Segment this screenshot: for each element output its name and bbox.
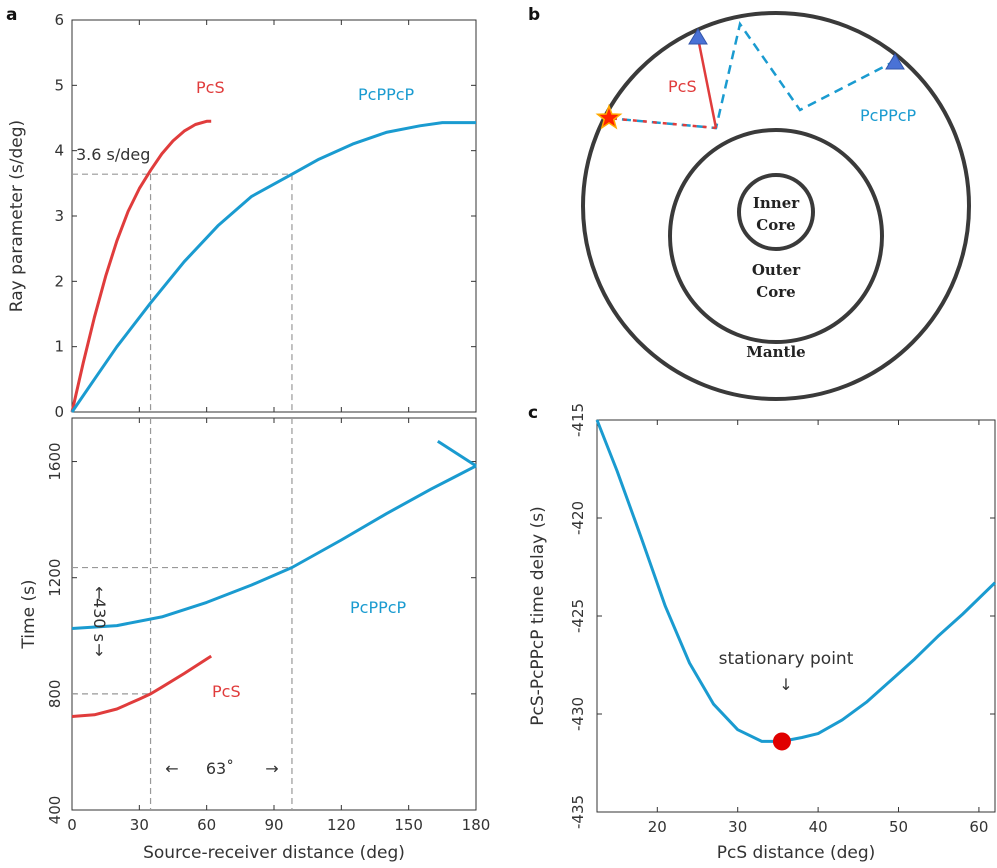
outer-core-label-1: Outer	[752, 261, 801, 279]
time-delay-axes	[596, 419, 996, 813]
pcppcp-curve	[71, 464, 477, 630]
source-star-icon	[595, 103, 623, 130]
y-tick-label: -435	[569, 795, 587, 829]
pcppcp-curve	[70, 121, 476, 413]
arrow-up-icon: ←	[90, 586, 109, 599]
x-tick-label: 150	[394, 816, 423, 834]
inner-core-boundary	[737, 173, 815, 251]
ray-parameter-annotation: 3.6 s/deg	[76, 145, 150, 164]
travel-time-axes	[71, 417, 477, 811]
diagram-pcs-label: PcS	[668, 77, 697, 96]
y-tick-label: -415	[569, 403, 587, 437]
time-delay-xlabel: PcS distance (deg)	[717, 843, 876, 863]
x-tick-label: 60	[969, 818, 988, 836]
core-mantle-boundary	[668, 128, 884, 344]
receiver-triangle-icon	[885, 53, 905, 70]
pcppcp-label-top: PcPPcP	[358, 85, 415, 104]
pcs-label-bottom: PcS	[212, 682, 241, 701]
travel-time-xlabel: Source-receiver distance (deg)	[143, 843, 405, 863]
earth-surface	[581, 11, 971, 401]
receiver-triangle-icon	[688, 28, 708, 45]
distance-annotation-label: 63˚	[206, 759, 234, 778]
pcppcp-label-bottom: PcPPcP	[350, 598, 407, 617]
time-delay-ylabel: PcS-PcPPcP time delay (s)	[528, 506, 548, 725]
outer-core-label-2: Core	[756, 283, 795, 301]
x-tick-label: 30	[728, 818, 747, 836]
y-tick-label: 800	[46, 680, 64, 709]
pcs-curve	[71, 654, 213, 718]
y-tick-label: 6	[54, 11, 64, 29]
y-tick-label: -420	[569, 501, 587, 535]
y-tick-label: 0	[54, 403, 64, 421]
down-arrow-icon: ↓	[779, 675, 792, 694]
y-tick-label: 400	[46, 796, 64, 825]
arrow-down-icon: →	[90, 643, 109, 656]
y-tick-label: -430	[569, 697, 587, 731]
y-tick-label: 3	[54, 207, 64, 225]
y-tick-label: 4	[54, 142, 64, 160]
delay-annotation-label: 430 s	[90, 598, 109, 642]
mantle-label: Mantle	[746, 343, 805, 361]
y-tick-label: 1200	[46, 559, 64, 597]
y-tick-label: 1	[54, 338, 64, 356]
y-tick-label: -425	[569, 599, 587, 633]
pcs-label-top: PcS	[196, 78, 225, 97]
stationary-point-marker	[772, 732, 791, 751]
x-tick-label: 0	[67, 816, 77, 834]
x-tick-label: 60	[197, 816, 216, 834]
panel-label-c: c	[528, 403, 538, 423]
x-tick-label: 30	[130, 816, 149, 834]
time-delay-chart: -415 -420 -425 -430 -435 20 30 40 50 60 PcS-PcPPc…	[528, 403, 997, 863]
y-tick-label: 2	[54, 272, 64, 290]
arrow-right-icon: →	[265, 759, 278, 778]
x-tick-label: 40	[809, 818, 828, 836]
delay-annotation: 430 s ← →	[90, 586, 109, 656]
earth-cross-section-diagram: PcS PcPPcP Inner Core Outer Core Mantle	[581, 11, 971, 401]
y-tick-label: 1600	[46, 442, 64, 480]
ray-parameter-axes	[71, 19, 477, 413]
pcs-ray-path	[696, 37, 718, 129]
stationary-point-label: stationary point	[719, 649, 854, 669]
panel-label-a: a	[6, 5, 17, 25]
pcs-curve	[70, 119, 212, 413]
panel-label-b: b	[528, 5, 540, 25]
x-tick-label: 90	[264, 816, 283, 834]
x-tick-label: 20	[648, 818, 667, 836]
diagram-pcppcp-label: PcPPcP	[860, 106, 917, 125]
pcppcp-ray-path	[606, 20, 894, 130]
inner-core-label-2: Core	[756, 216, 795, 234]
series-curve	[595, 419, 997, 743]
travel-time-ylabel: Time (s)	[19, 579, 39, 649]
pcs-ray-path-shared	[606, 116, 717, 130]
inner-core-label-1: Inner	[753, 194, 800, 212]
pcppcp-branch-curve	[436, 439, 477, 468]
ray-parameter-ylabel: Ray parameter (s/deg)	[7, 120, 27, 312]
distance-annotation: ← 63˚ →	[165, 759, 278, 778]
arrow-left-icon: ←	[165, 759, 178, 778]
x-tick-label: 120	[327, 816, 356, 834]
y-tick-label: 5	[54, 76, 64, 94]
x-tick-label: 180	[462, 816, 491, 834]
x-tick-label: 50	[889, 818, 908, 836]
